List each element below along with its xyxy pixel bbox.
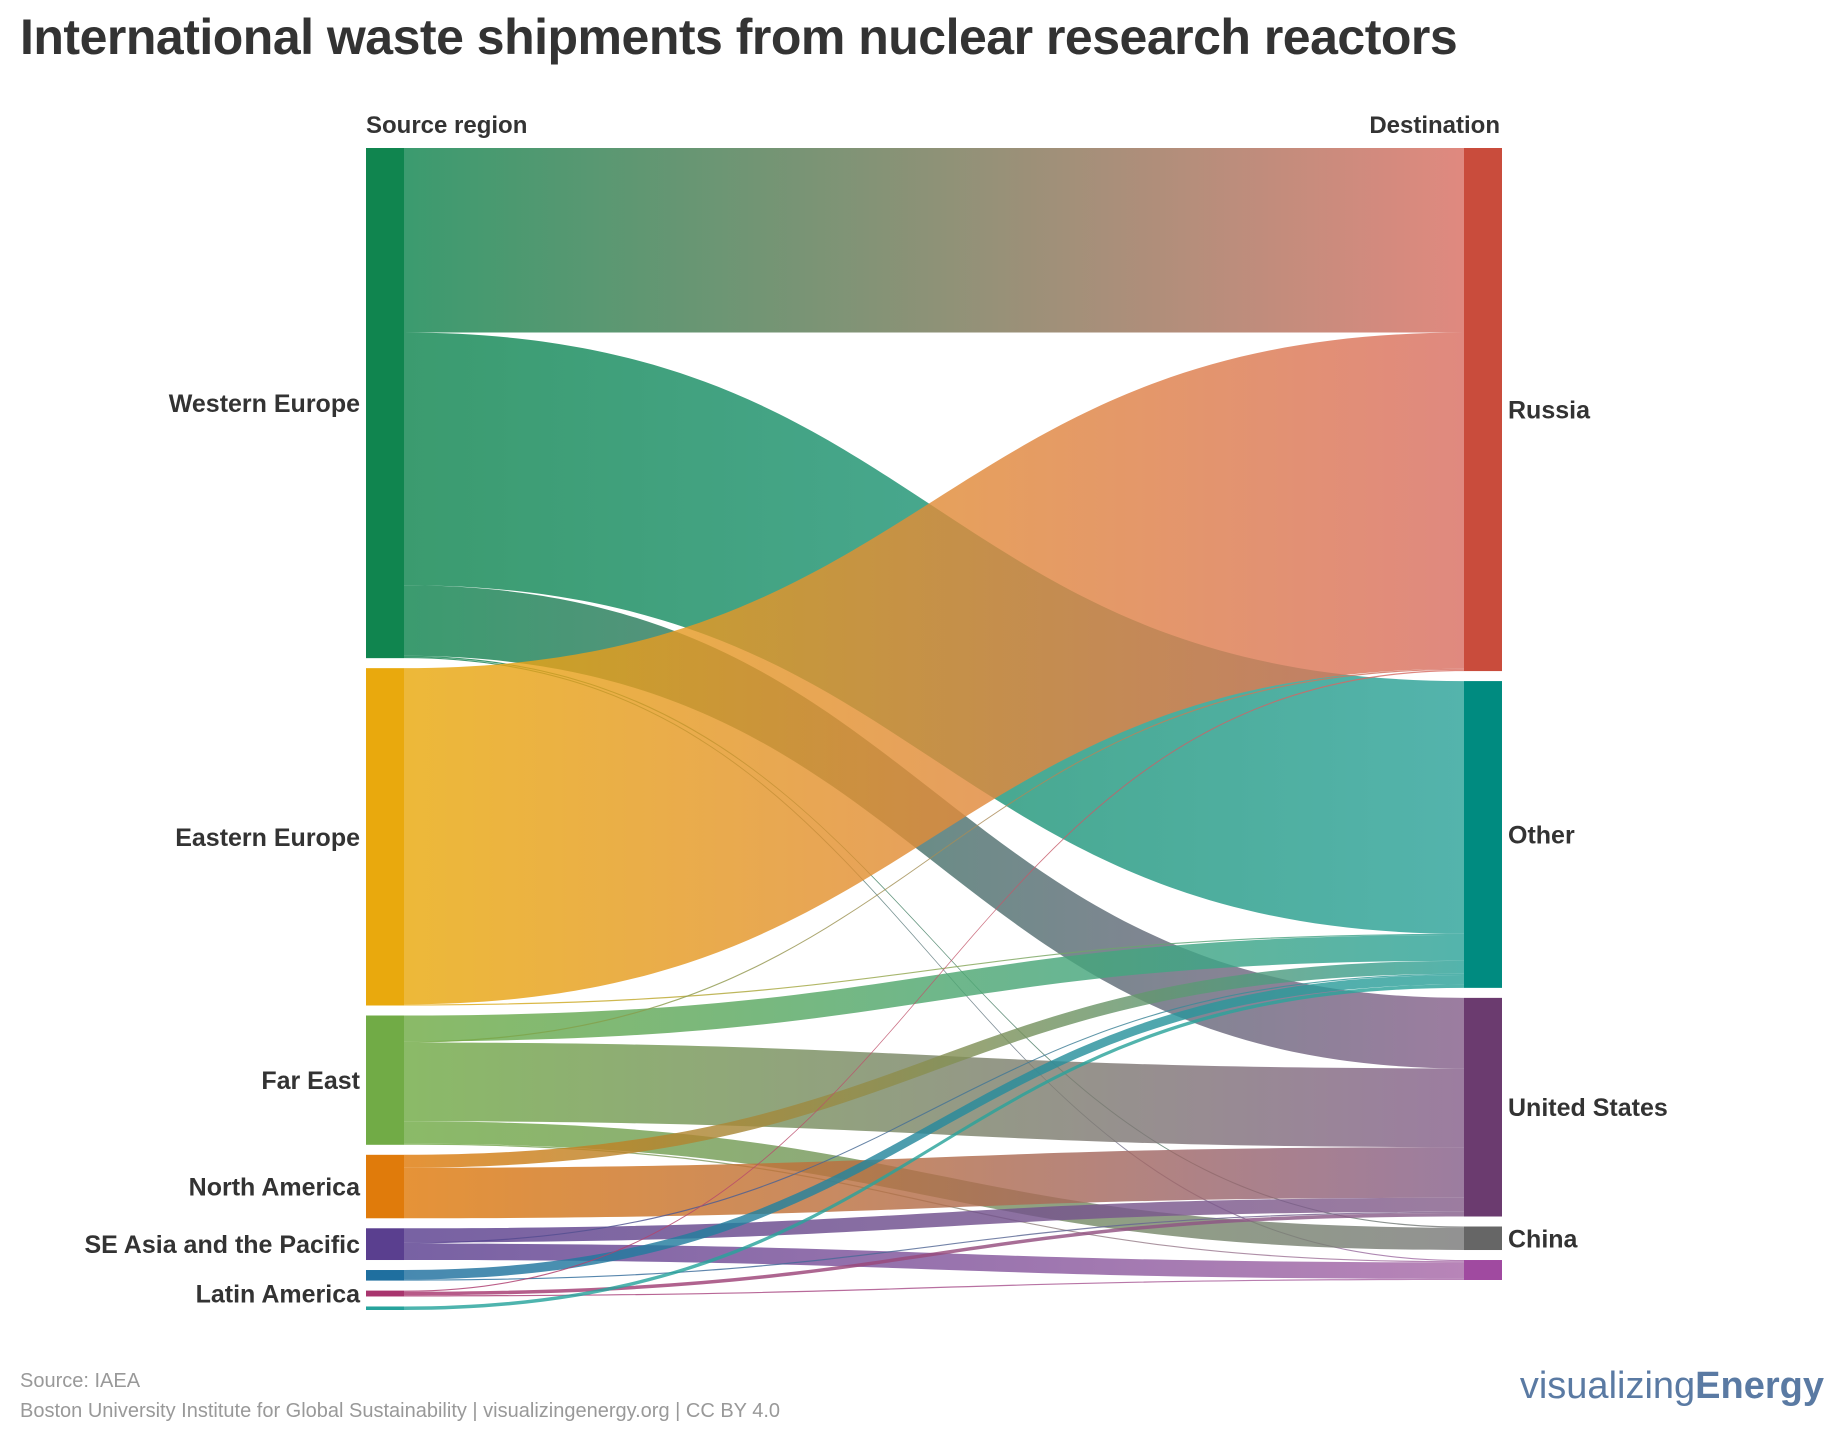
destination-label-china: China — [1508, 1225, 1579, 1253]
source-label-eastern-europe: Eastern Europe — [175, 824, 360, 852]
node-labels: Western Europe Eastern Europe Far East Nort… — [84, 390, 1667, 1308]
destination-header: Destination — [1369, 112, 1500, 139]
source-node-western-europe — [366, 148, 404, 659]
flow-middle-east-to-united-states — [404, 1211, 1464, 1281]
destination-label-other: Other — [1508, 821, 1575, 849]
source-region-header: Source region — [366, 112, 527, 139]
flow-se-asia-and-the-pacific-to-united-states — [404, 1197, 1464, 1243]
brand-light: visualizing — [1519, 1365, 1696, 1407]
flow-western-europe-to-russia — [404, 148, 1464, 333]
destination-label-russia: Russia — [1508, 397, 1591, 425]
flow-latin-america-to-russia — [404, 669, 1464, 1292]
destination-label-united-states: United States — [1508, 1094, 1668, 1122]
brand-logo: visualizingEnergy — [1520, 1365, 1824, 1408]
destination-node-china — [1464, 1226, 1502, 1251]
source-node-africa — [366, 1306, 404, 1310]
flow-middle-east-to-other — [404, 974, 1464, 1280]
credit-line: Boston University Institute for Global S… — [20, 1400, 781, 1422]
flow-latin-america-to-uk — [404, 1278, 1464, 1297]
flow-western-europe-to-uk — [404, 656, 1464, 1262]
source-node-far-east — [366, 1015, 404, 1145]
flow-far-east-to-other — [404, 934, 1464, 1042]
flow-latin-america-to-united-states — [404, 1212, 1464, 1296]
brand-bold: Energy — [1695, 1365, 1824, 1407]
destination-node-uk — [1464, 1260, 1502, 1280]
flow-links — [404, 148, 1464, 1310]
source-label-latin-america: Latin America — [196, 1281, 362, 1309]
flow-western-europe-to-china — [404, 655, 1464, 1228]
source-label-western-europe: Western Europe — [169, 390, 360, 418]
source-node-latin-america — [366, 1290, 404, 1297]
source-label-far-east: Far East — [261, 1067, 360, 1095]
destination-node-russia — [1464, 148, 1502, 672]
footer: Source: IAEA Boston University Institute… — [20, 1366, 780, 1426]
destination-node-other — [1464, 681, 1502, 988]
flow-se-asia-and-the-pacific-to-other — [404, 973, 1464, 1244]
source-node-north-america — [366, 1154, 404, 1219]
nodes — [366, 148, 1502, 1310]
source-node-middle-east — [366, 1270, 404, 1281]
flow-north-america-to-united-states — [404, 1147, 1464, 1219]
chart-title: International waste shipments from nucle… — [20, 9, 1458, 65]
source-node-eastern-europe — [366, 668, 404, 1006]
destination-node-united-states — [1464, 997, 1502, 1217]
source-label-se-asia-and-the-pacific: SE Asia and the Pacific — [84, 1231, 360, 1259]
flow-far-east-to-united-states — [404, 1042, 1464, 1148]
flow-north-america-to-other — [404, 960, 1464, 1168]
flow-far-east-to-russia — [404, 668, 1464, 1043]
flow-africa-to-other — [404, 984, 1464, 1310]
source-label-north-america: North America — [189, 1174, 361, 1202]
flow-eastern-europe-to-other — [404, 933, 1464, 1006]
flow-se-asia-and-the-pacific-to-uk — [404, 1243, 1464, 1279]
flow-eastern-europe-to-russia — [404, 332, 1464, 1005]
source-node-se-asia-and-the-pacific — [366, 1228, 404, 1261]
source-note: Source: IAEA — [20, 1370, 141, 1392]
